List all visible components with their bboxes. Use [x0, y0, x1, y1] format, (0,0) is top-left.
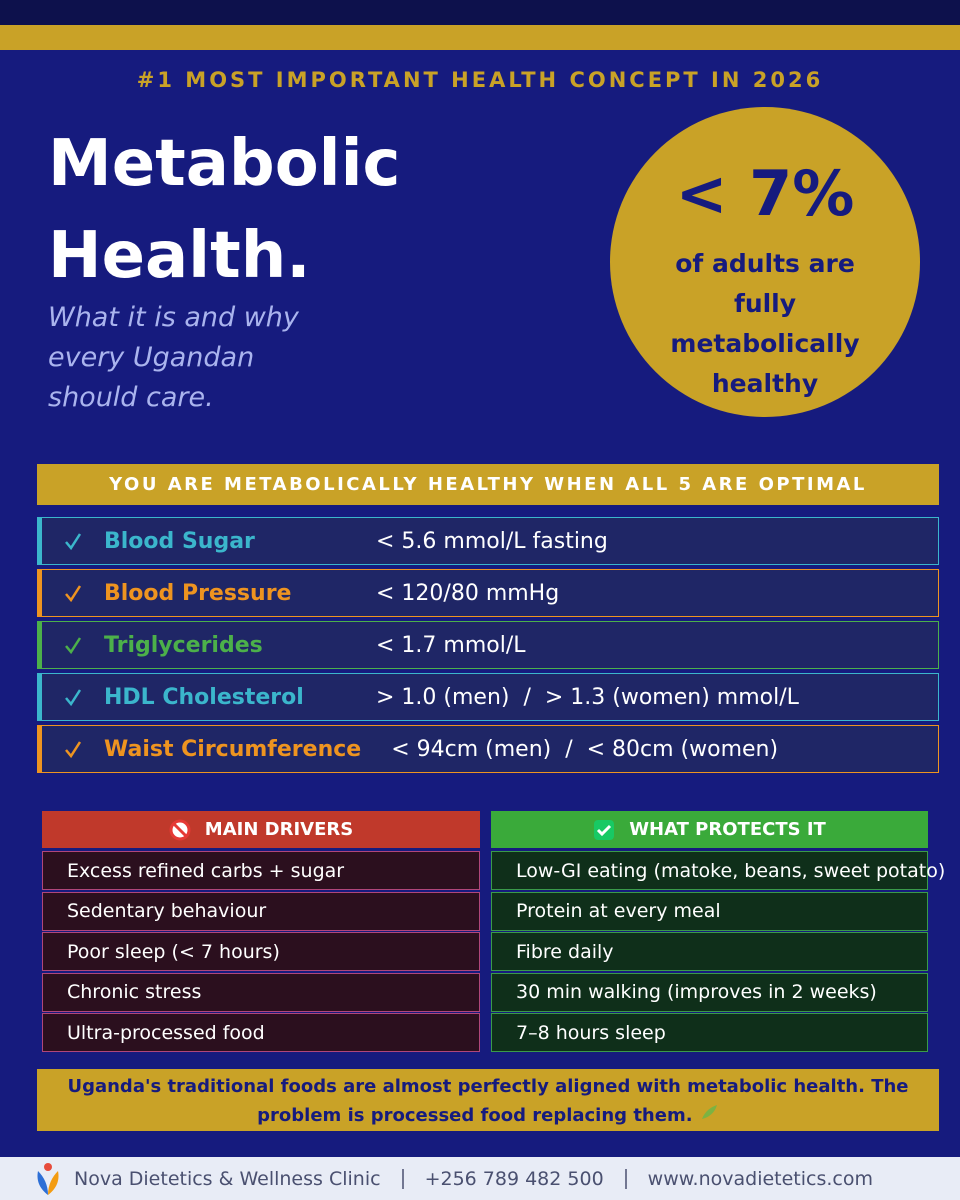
check	[65, 637, 82, 654]
check-mark	[42, 740, 104, 758]
leaf-icon	[701, 1105, 717, 1119]
check	[65, 585, 82, 602]
drivers-panel: MAIN DRIVERS Excess refined carbs + suga…	[42, 811, 480, 1052]
criterion-target: < 120/80 mmHg	[376, 580, 560, 606]
stat-value: < 7%	[675, 157, 855, 230]
protects-heading: WHAT PROTECTS IT	[629, 819, 826, 840]
criterion-target: < 1.7 mmol/L	[376, 632, 526, 658]
check-mark	[42, 636, 104, 654]
protects-header: WHAT PROTECTS IT	[491, 811, 928, 848]
criterion-row: HDL Cholesterol > 1.0 (men) / > 1.3 (wome…	[37, 673, 939, 721]
check-mark	[42, 584, 104, 602]
kicker: #1 MOST IMPORTANT HEALTH CONCEPT IN 2026	[136, 68, 824, 92]
list-item: Low-GI eating (matoke, beans, sweet pota…	[491, 851, 945, 890]
note: Uganda's traditional foods are almost pe…	[37, 1069, 939, 1131]
list-item: Poor sleep (< 7 hours)	[42, 932, 480, 971]
list-item: Excess refined carbs + sugar	[42, 851, 480, 890]
protects-panel: WHAT PROTECTS IT Low-GI eating (matoke, …	[491, 811, 945, 1052]
list-item: Sedentary behaviour	[42, 891, 480, 931]
stat-caption: of adults are fully metabolically health…	[670, 249, 860, 398]
separator	[624, 1168, 627, 1189]
criterion-row: Triglycerides < 1.7 mmol/L	[37, 621, 939, 669]
separator	[401, 1168, 404, 1189]
list-item: Chronic stress	[42, 972, 480, 1012]
note-text: Uganda's traditional foods are almost pe…	[67, 1076, 909, 1126]
no-icon	[169, 819, 191, 840]
check-mark	[42, 688, 104, 706]
criteria-heading: YOU ARE METABOLICALLY HEALTHY WHEN ALL 5…	[37, 464, 939, 505]
check	[65, 741, 82, 758]
list-item: Protein at every meal	[491, 891, 928, 931]
list-item: Ultra-processed food	[42, 1013, 480, 1052]
clinic: Nova Dietetics & Wellness Clinic	[74, 1167, 381, 1190]
list-item: Fibre daily	[491, 932, 928, 971]
check	[65, 533, 82, 550]
logo	[37, 1162, 59, 1195]
drivers-header: MAIN DRIVERS	[42, 811, 480, 848]
phone: +256 789 482 500	[424, 1167, 604, 1190]
criterion-name: HDL Cholesterol	[104, 684, 304, 710]
criterion-name: Blood Pressure	[104, 580, 292, 606]
subtitle: What it is and why every Ugandan should …	[48, 302, 299, 413]
title: Metabolic Health.	[48, 118, 400, 302]
check	[65, 689, 82, 706]
footer: Nova Dietetics & Wellness Clinic +256 78…	[0, 1157, 960, 1200]
title-line: Metabolic	[48, 127, 401, 201]
criterion-row: Waist Circumference < 94cm (men) / < 80cm…	[37, 725, 939, 773]
check-mark	[42, 532, 104, 550]
drivers-heading: MAIN DRIVERS	[204, 819, 354, 840]
criterion-target: < 5.6 mmol/L fasting	[376, 528, 608, 554]
list-item: 30 min walking (improves in 2 weeks)	[491, 972, 928, 1012]
check-icon	[594, 819, 615, 840]
title-line: Health.	[48, 219, 311, 293]
list-item: 7–8 hours sleep	[491, 1013, 928, 1052]
criterion-row: Blood Sugar < 5.6 mmol/L fasting	[37, 517, 939, 565]
criterion-target: < 94cm (men) / < 80cm (women)	[391, 736, 779, 762]
gold-band	[0, 25, 960, 50]
website: www.novadietetics.com	[647, 1167, 873, 1190]
criterion-name: Blood Sugar	[104, 528, 255, 554]
criterion-name: Triglycerides	[104, 632, 263, 658]
top-strip	[0, 0, 960, 25]
criterion-name: Waist Circumference	[104, 736, 362, 762]
stat-circle: < 7% of adults are fully metabolically h…	[610, 107, 920, 417]
criterion-row: Blood Pressure < 120/80 mmHg	[37, 569, 939, 617]
criterion-target: > 1.0 (men) / > 1.3 (women) mmol/L	[376, 684, 799, 710]
